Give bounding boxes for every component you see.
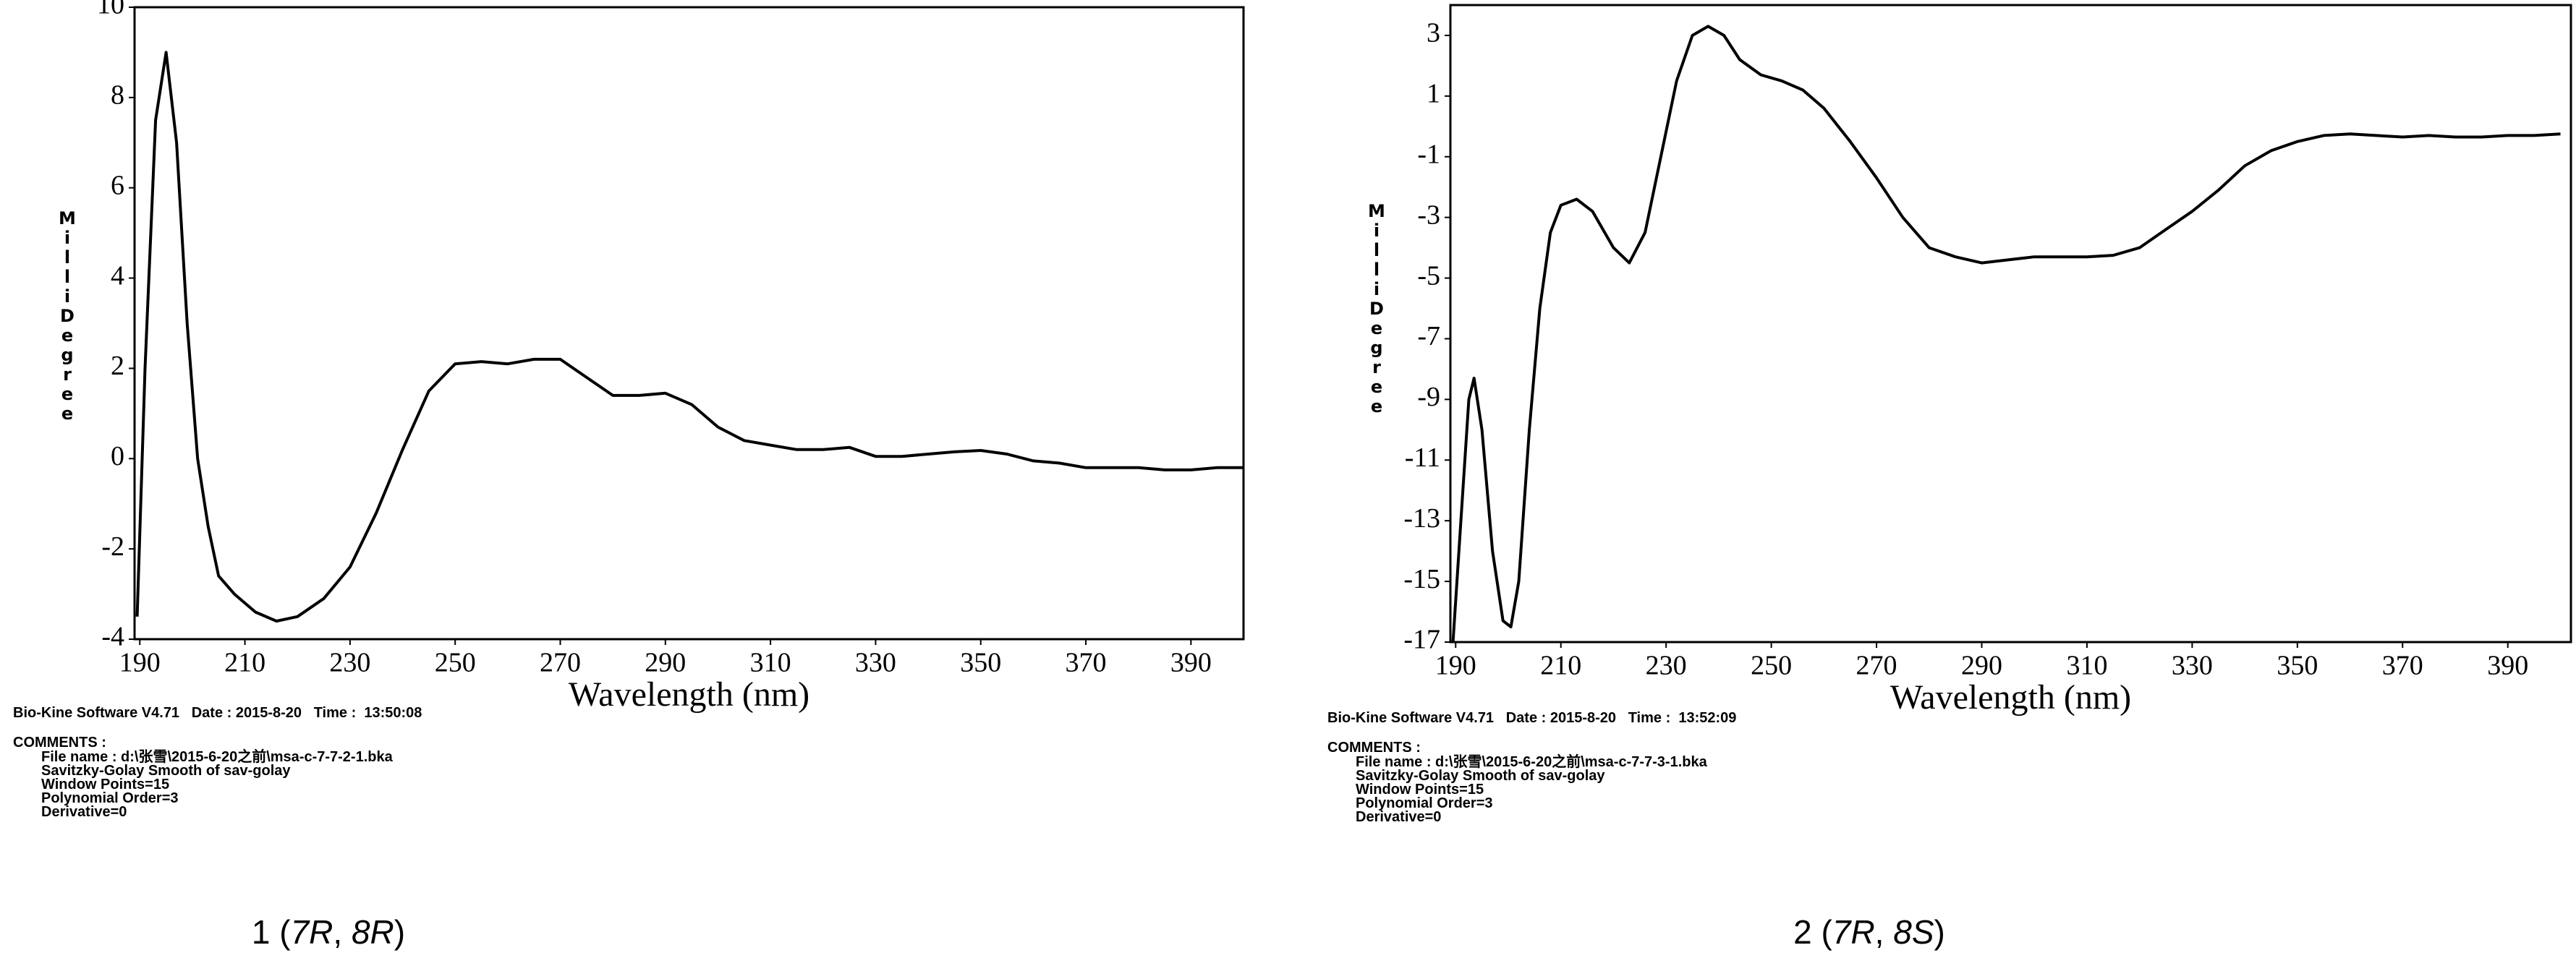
caption: 2 (7R, 8S): [1793, 913, 1945, 951]
x-tick-label: 290: [1961, 651, 2002, 681]
y-tick-label: -15: [1403, 564, 1440, 594]
comment-line: Window Points=15: [41, 777, 169, 792]
comments-title: COMMENTS :: [1327, 740, 1421, 756]
x-tick-label: 190: [119, 648, 161, 678]
x-tick-label: 210: [1540, 651, 1581, 681]
x-tick-label: 390: [2487, 651, 2528, 681]
x-tick-label: 230: [1646, 651, 1687, 681]
caption-part: 7R: [291, 913, 333, 951]
caption-part: 1 (: [252, 913, 291, 951]
caption-part: ,: [333, 913, 352, 951]
y-tick-label: -7: [1417, 321, 1440, 351]
caption-part: ,: [1875, 913, 1894, 951]
y-tick-label: 6: [111, 170, 124, 200]
x-axis-label: Wavelength (nm): [1890, 678, 2131, 717]
x-tick-label: 390: [1170, 648, 1212, 678]
x-tick-label: 210: [224, 648, 265, 678]
plot-frame: [1449, 4, 2572, 644]
x-tick-label: 290: [645, 648, 686, 678]
software-info: Bio-Kine Software V4.71 Date : 2015-8-20…: [13, 705, 422, 721]
x-tick-label: 350: [960, 648, 1001, 678]
y-tick-label: -17: [1403, 625, 1440, 655]
x-tick-label: 330: [855, 648, 896, 678]
comment-line: File name : d:\张雪\2015-6-20之前\msa-c-7-7-…: [41, 748, 394, 765]
y-tick-label: 4: [111, 260, 124, 291]
comment-line: Polynomial Order=3: [1356, 795, 1493, 811]
comment-line: Savitzky-Golay Smooth of sav-golay: [1356, 768, 1605, 784]
comment-line: Polynomial Order=3: [41, 790, 179, 806]
y-tick-label: -9: [1417, 382, 1440, 412]
x-tick-label: 370: [1066, 648, 1107, 678]
x-tick-label: 230: [329, 648, 370, 678]
y-tick-label: -5: [1417, 260, 1440, 291]
x-tick-label: 270: [540, 648, 581, 678]
caption-part: 8R: [352, 913, 394, 951]
y-tick-label: 1: [1427, 79, 1440, 109]
y-tick-label: 2: [111, 351, 124, 381]
y-tick-label: -2: [101, 531, 124, 562]
comments-title: COMMENTS :: [13, 735, 106, 751]
x-axis-label: Wavelength (nm): [569, 675, 809, 714]
caption: 1 (7R, 8R): [252, 913, 405, 951]
software-info: Bio-Kine Software V4.71 Date : 2015-8-20…: [1327, 710, 1736, 726]
x-tick-label: 330: [2172, 651, 2213, 681]
caption-part: ): [394, 913, 405, 951]
caption-part: ): [1934, 913, 1945, 951]
y-tick-label: -3: [1417, 200, 1440, 230]
cd-curve: [135, 51, 1244, 623]
x-tick-label: 350: [2277, 651, 2318, 681]
x-tick-label: 370: [2382, 651, 2423, 681]
comment-line: File name : d:\张雪\2015-6-20之前\msa-c-7-7-…: [1356, 753, 1708, 770]
x-tick-label: 270: [1856, 651, 1897, 681]
comment-line: Derivative=0: [1356, 809, 1441, 825]
comment-line: Savitzky-Golay Smooth of sav-golay: [41, 763, 291, 779]
y-tick-label: 0: [111, 441, 124, 471]
cd-curve: [1451, 25, 2561, 643]
y-tick-label: 8: [111, 80, 124, 111]
caption-part: 2 (: [1793, 913, 1832, 951]
x-tick-label: 310: [750, 648, 791, 678]
y-tick-label: 10: [97, 0, 124, 20]
caption-part: 7R: [1832, 913, 1875, 951]
y-tick-label: -4: [101, 622, 124, 652]
x-tick-label: 250: [435, 648, 476, 678]
y-tick-label: -13: [1403, 503, 1440, 534]
comment-line: Window Points=15: [1356, 782, 1484, 798]
y-tick-label: -1: [1417, 139, 1440, 169]
y-tick-label: -11: [1405, 443, 1440, 473]
y-tick-label: 3: [1427, 18, 1440, 48]
x-tick-label: 250: [1751, 651, 1792, 681]
plot-frame: [133, 6, 1245, 641]
x-tick-label: 190: [1435, 651, 1476, 681]
comment-line: Derivative=0: [41, 804, 127, 820]
x-tick-label: 310: [2066, 651, 2107, 681]
caption-part: 8S: [1893, 913, 1934, 951]
